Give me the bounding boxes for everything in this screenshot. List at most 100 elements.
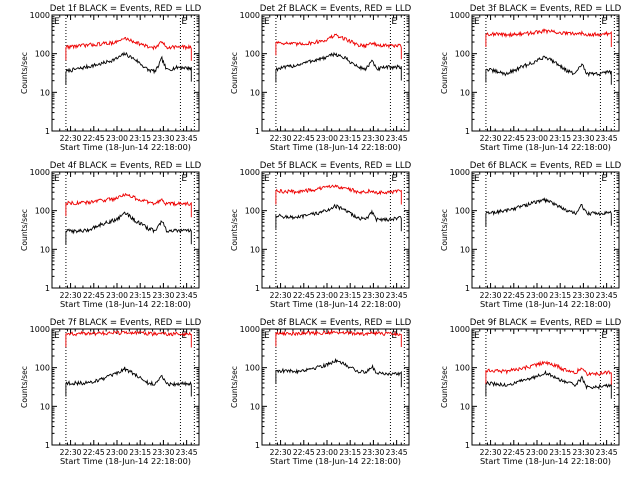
x-tick-label: 22:45 xyxy=(293,448,315,457)
x-axis-label: Start Time (18-Jun-14 22:18:00) xyxy=(60,142,191,152)
panel-title: Det 6f BLACK = Events, RED = LLD xyxy=(470,161,622,171)
y-tick-label: 100 xyxy=(455,207,470,216)
annotation-e-left: E xyxy=(264,174,270,184)
events-series-line xyxy=(275,51,402,83)
x-tick-label: 22:45 xyxy=(293,134,315,143)
y-tick-label: 1000 xyxy=(450,325,470,334)
annotation-e-left: E xyxy=(54,331,60,341)
x-tick-label: 23:15 xyxy=(339,448,361,457)
y-tick-label: 10 xyxy=(40,402,50,411)
x-tick-label: 23:30 xyxy=(572,448,594,457)
x-tick-label: 22:30 xyxy=(480,291,502,300)
annotation-e-right: E xyxy=(601,331,607,341)
y-axis-label: Counts/sec xyxy=(440,209,449,251)
y-axis-label: Counts/sec xyxy=(20,366,29,408)
y-tick-label: 100 xyxy=(35,364,50,373)
events-series-line xyxy=(485,369,612,399)
annotation-e-left: E xyxy=(264,331,270,341)
x-tick-label: 23:00 xyxy=(316,448,338,457)
y-tick-label: 100 xyxy=(245,364,260,373)
x-tick-label: 23:30 xyxy=(362,291,384,300)
panel-title: Det 4f BLACK = Events, RED = LLD xyxy=(50,161,202,171)
detector-panel-4: Det 4f BLACK = Events, RED = LLD 1 10 100 10… xyxy=(20,161,202,309)
annotation-e-right: E xyxy=(181,174,187,184)
y-tick-label: 10 xyxy=(250,245,260,254)
annotation-e-left: E xyxy=(474,174,480,184)
x-tick-label: 22:45 xyxy=(503,448,525,457)
plot-frame xyxy=(471,14,620,132)
x-tick-label: 23:45 xyxy=(596,291,618,300)
annotation-e-right: E xyxy=(601,174,607,184)
events-series-line xyxy=(65,51,192,85)
x-tick-label: 22:30 xyxy=(60,291,82,300)
x-tick-label: 22:45 xyxy=(503,134,525,143)
x-tick-label: 23:00 xyxy=(526,448,548,457)
x-tick-label: 22:45 xyxy=(503,291,525,300)
x-axis-label: Start Time (18-Jun-14 22:18:00) xyxy=(270,456,401,466)
x-tick-label: 22:30 xyxy=(480,134,502,143)
x-tick-label: 23:15 xyxy=(549,291,571,300)
plot-frame xyxy=(261,328,410,446)
x-tick-label: 23:30 xyxy=(152,448,174,457)
x-tick-label: 22:45 xyxy=(83,291,105,300)
lld-series-line xyxy=(65,36,192,61)
panel-title: Det 2f BLACK = Events, RED = LLD xyxy=(260,4,412,14)
plot-frame xyxy=(261,14,410,132)
y-tick-label: 1 xyxy=(465,441,470,450)
detector-panel-9: Det 9f BLACK = Events, RED = LLD 1 10 100 10… xyxy=(440,318,622,466)
x-axis-label: Start Time (18-Jun-14 22:18:00) xyxy=(270,299,401,309)
y-tick-label: 10 xyxy=(460,88,470,97)
panel-title: Det 3f BLACK = Events, RED = LLD xyxy=(470,4,622,14)
x-tick-label: 23:30 xyxy=(572,291,594,300)
y-axis-label: Counts/sec xyxy=(440,366,449,408)
x-tick-label: 22:45 xyxy=(293,291,315,300)
annotation-e-left: E xyxy=(54,17,60,27)
y-tick-label: 1000 xyxy=(240,168,260,177)
x-tick-label: 22:45 xyxy=(83,448,105,457)
x-tick-label: 23:45 xyxy=(176,134,198,143)
y-axis-label: Counts/sec xyxy=(440,52,449,94)
y-tick-label: 1000 xyxy=(450,168,470,177)
x-tick-label: 23:15 xyxy=(339,134,361,143)
y-tick-label: 100 xyxy=(35,50,50,59)
x-tick-label: 23:00 xyxy=(526,134,548,143)
x-tick-label: 23:00 xyxy=(316,134,338,143)
x-axis-label: Start Time (18-Jun-14 22:18:00) xyxy=(480,456,611,466)
x-tick-label: 23:15 xyxy=(129,291,151,300)
detector-panel-1: Det 1f BLACK = Events, RED = LLD 1 10 100 10… xyxy=(20,4,202,152)
annotation-e-right: E xyxy=(391,174,397,184)
y-tick-label: 100 xyxy=(455,50,470,59)
y-tick-label: 1000 xyxy=(240,11,260,20)
x-axis-label: Start Time (18-Jun-14 22:18:00) xyxy=(60,456,191,466)
x-tick-label: 22:30 xyxy=(60,134,82,143)
lld-series-line xyxy=(275,33,402,60)
x-tick-label: 23:15 xyxy=(549,134,571,143)
x-tick-label: 23:45 xyxy=(386,134,408,143)
y-tick-label: 1 xyxy=(45,284,50,293)
x-tick-label: 23:30 xyxy=(362,448,384,457)
panel-title: Det 1f BLACK = Events, RED = LLD xyxy=(50,4,202,14)
y-tick-label: 1 xyxy=(45,127,50,136)
y-tick-label: 100 xyxy=(245,50,260,59)
detector-panel-8: Det 8f BLACK = Events, RED = LLD 1 10 100 10… xyxy=(230,318,412,466)
y-tick-label: 1 xyxy=(465,127,470,136)
y-tick-label: 1000 xyxy=(30,11,50,20)
x-tick-label: 23:15 xyxy=(339,291,361,300)
lld-series-line xyxy=(485,360,612,385)
x-tick-label: 22:30 xyxy=(270,448,292,457)
y-tick-label: 10 xyxy=(40,88,50,97)
y-tick-label: 10 xyxy=(250,88,260,97)
events-series-line xyxy=(485,55,612,85)
detector-panel-3: Det 3f BLACK = Events, RED = LLD 1 10 100 10… xyxy=(440,4,622,152)
annotation-e-right: E xyxy=(391,331,397,341)
x-tick-label: 23:30 xyxy=(152,291,174,300)
x-tick-label: 22:30 xyxy=(480,448,502,457)
plot-frame xyxy=(471,171,620,289)
x-tick-label: 23:45 xyxy=(596,134,618,143)
y-tick-label: 1000 xyxy=(240,325,260,334)
x-tick-label: 23:15 xyxy=(129,448,151,457)
y-tick-label: 10 xyxy=(460,402,470,411)
y-axis-label: Counts/sec xyxy=(230,52,239,94)
